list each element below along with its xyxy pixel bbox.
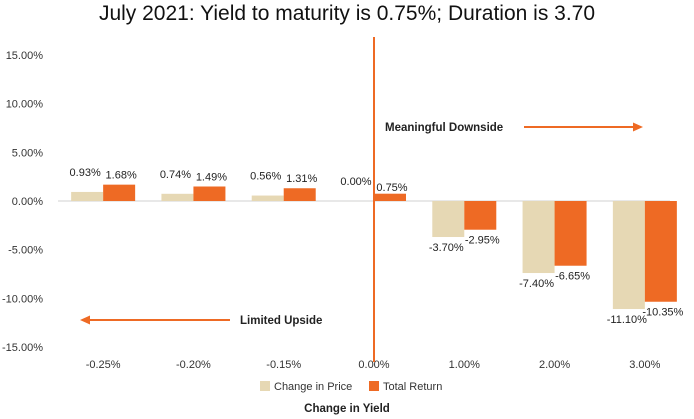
- bar-change-in-price: [251, 195, 284, 201]
- bar-total-return: [554, 201, 587, 266]
- y-tick-label: 0.00%: [12, 196, 43, 208]
- bar-total-return: [644, 201, 677, 302]
- arrow-right-icon: [633, 122, 643, 132]
- data-label-total-return: 0.75%: [376, 182, 407, 194]
- data-label-change-in-price: -11.10%: [607, 314, 647, 326]
- data-labels: 0.93% 0.74% 0.56% 0.00% -3.70% -7.40% -11.10% 1…: [70, 167, 684, 326]
- bar-total-return: [193, 186, 226, 201]
- x-axis-ticks: -0.25% -0.20% -0.15% 0.00% 1.00% 2.00% 3.00%: [86, 359, 661, 371]
- x-tick-label: -0.20%: [176, 359, 211, 371]
- x-tick-label: 3.00%: [629, 359, 660, 371]
- data-label-total-return: 1.31%: [286, 173, 317, 185]
- legend: Change in Price Total Return: [260, 381, 442, 393]
- bar-change-in-price: [432, 201, 465, 238]
- legend-swatch-total-return: [369, 381, 379, 391]
- annotation-limited-upside: Limited Upside: [80, 315, 322, 327]
- y-tick-label: 5.00%: [12, 147, 43, 159]
- y-tick-label: 10.00%: [6, 99, 44, 111]
- data-label-change-in-price: 0.56%: [250, 171, 281, 183]
- annotation-upside-label: Limited Upside: [240, 315, 322, 327]
- x-axis-title: Change in Yield: [304, 403, 390, 415]
- y-axis-ticks: 15.00% 10.00% 5.00% 0.00% -5.00% -10.00% -15.0…: [2, 50, 43, 354]
- legend-swatch-change-in-price: [260, 381, 270, 391]
- bar-change-in-price: [612, 201, 645, 310]
- x-tick-label: 2.00%: [539, 359, 570, 371]
- data-label-total-return: -10.35%: [642, 307, 683, 319]
- y-tick-label: 15.00%: [6, 50, 44, 62]
- data-label-change-in-price: 0.00%: [340, 176, 371, 188]
- legend-label-total-return: Total Return: [383, 381, 442, 393]
- data-label-total-return: 1.68%: [106, 170, 137, 182]
- bar-change-in-price: [522, 201, 555, 274]
- data-label-total-return: -2.95%: [465, 235, 500, 247]
- chart-title: July 2021: Yield to maturity is 0.75%; D…: [98, 2, 596, 25]
- data-label-change-in-price: -3.70%: [429, 242, 464, 254]
- y-tick-label: -5.00%: [8, 245, 43, 257]
- bar-total-return: [283, 188, 316, 201]
- legend-label-change-in-price: Change in Price: [274, 381, 352, 393]
- x-tick-label: -0.25%: [86, 359, 121, 371]
- data-label-total-return: 1.49%: [196, 171, 227, 183]
- bar-total-return: [103, 184, 136, 201]
- y-tick-label: -15.00%: [2, 342, 43, 354]
- x-tick-label: 0.00%: [358, 359, 389, 371]
- bar-total-return: [374, 193, 406, 201]
- bar-change-in-price: [161, 193, 194, 201]
- bar-change-in-price: [71, 191, 104, 201]
- x-tick-label: 1.00%: [449, 359, 480, 371]
- data-label-total-return: -6.65%: [555, 271, 590, 283]
- bars: [71, 184, 677, 310]
- data-label-change-in-price: 0.93%: [70, 167, 101, 179]
- x-tick-label: -0.15%: [266, 359, 301, 371]
- annotation-meaningful-downside: Meaningful Downside: [385, 122, 643, 134]
- arrow-left-icon: [80, 315, 90, 325]
- annotation-downside-label: Meaningful Downside: [385, 122, 503, 134]
- y-tick-label: -10.00%: [2, 293, 43, 305]
- bar-total-return: [464, 201, 497, 230]
- data-label-change-in-price: 0.74%: [160, 169, 191, 181]
- data-label-change-in-price: -7.40%: [519, 278, 554, 290]
